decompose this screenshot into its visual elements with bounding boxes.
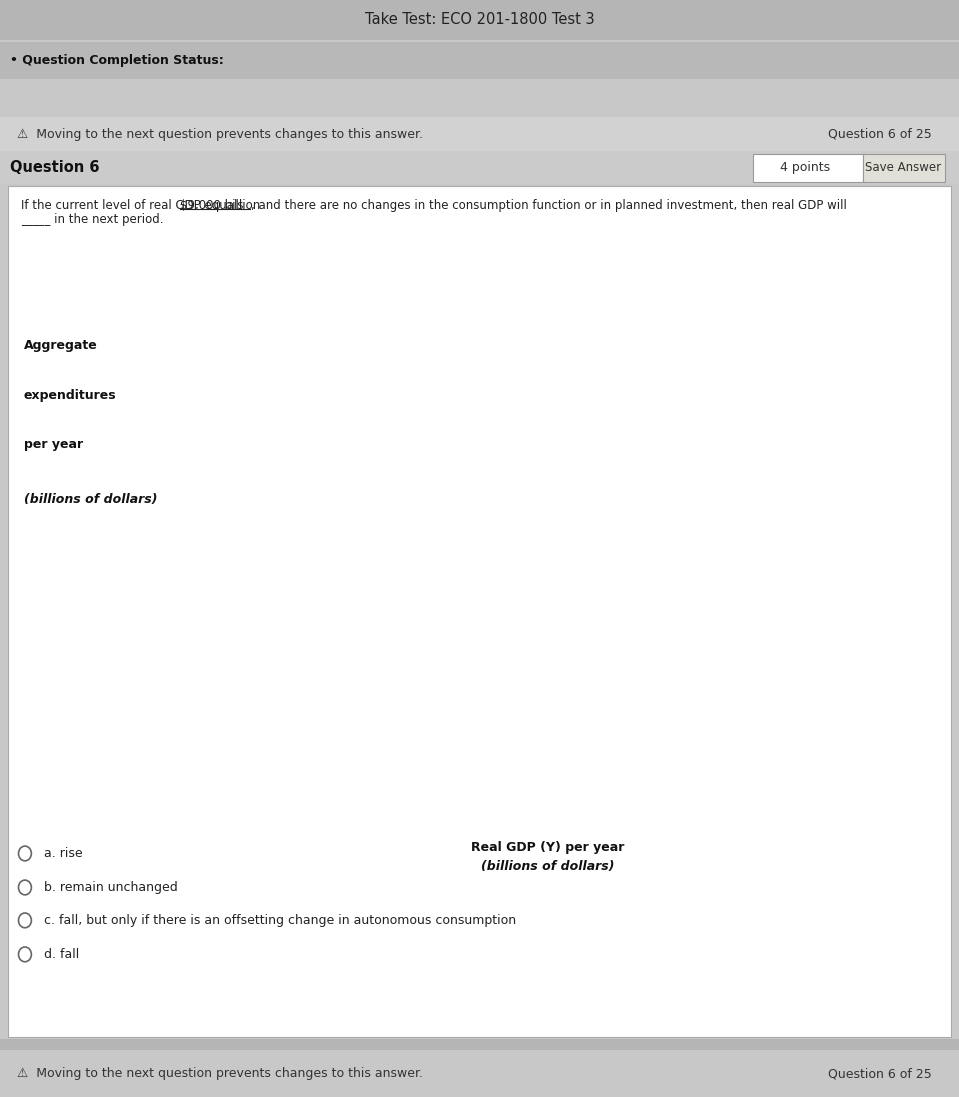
- Circle shape: [18, 880, 32, 895]
- Circle shape: [6, 8, 31, 36]
- Text: expenditures: expenditures: [24, 388, 117, 402]
- Text: Real GDP (Y) per year: Real GDP (Y) per year: [471, 841, 624, 855]
- Text: b. remain unchanged: b. remain unchanged: [44, 881, 177, 894]
- Text: , and there are no changes in the consumption function or in planned investment,: , and there are no changes in the consum…: [251, 199, 847, 212]
- Text: >: >: [12, 15, 25, 29]
- Text: $9,000 billion: $9,000 billion: [180, 199, 261, 212]
- Text: Question 6 of 25: Question 6 of 25: [829, 128, 932, 140]
- Text: Question 6: Question 6: [10, 160, 99, 176]
- Text: Aggregate: Aggregate: [24, 339, 98, 352]
- Text: per year: per year: [24, 439, 83, 452]
- Circle shape: [18, 947, 32, 962]
- Text: Take Test: ECO 201-1800 Test 3: Take Test: ECO 201-1800 Test 3: [364, 12, 595, 27]
- Text: ⚠  Moving to the next question prevents changes to this answer.: ⚠ Moving to the next question prevents c…: [17, 1067, 423, 1081]
- Text: d. fall: d. fall: [44, 948, 80, 961]
- Text: 4 points: 4 points: [781, 161, 830, 174]
- Text: • Question Completion Status:: • Question Completion Status:: [10, 54, 223, 67]
- Text: ⚠  Moving to the next question prevents changes to this answer.: ⚠ Moving to the next question prevents c…: [17, 128, 423, 140]
- Text: AE: AE: [713, 392, 729, 405]
- Text: _____ in the next period.: _____ in the next period.: [21, 213, 164, 226]
- Text: a. rise: a. rise: [44, 847, 82, 860]
- Text: Question 6 of 25: Question 6 of 25: [829, 1067, 932, 1081]
- Circle shape: [18, 913, 32, 928]
- Text: Save Answer: Save Answer: [865, 161, 942, 174]
- Text: If the current level of real GDP equals: If the current level of real GDP equals: [21, 199, 247, 212]
- Text: (billions of dollars): (billions of dollars): [24, 494, 157, 507]
- Text: (billions of dollars): (billions of dollars): [481, 860, 615, 873]
- Text: c. fall, but only if there is an offsetting change in autonomous consumption: c. fall, but only if there is an offsett…: [44, 914, 516, 927]
- Circle shape: [18, 846, 32, 861]
- Text: 45-degree
line: 45-degree line: [692, 292, 753, 320]
